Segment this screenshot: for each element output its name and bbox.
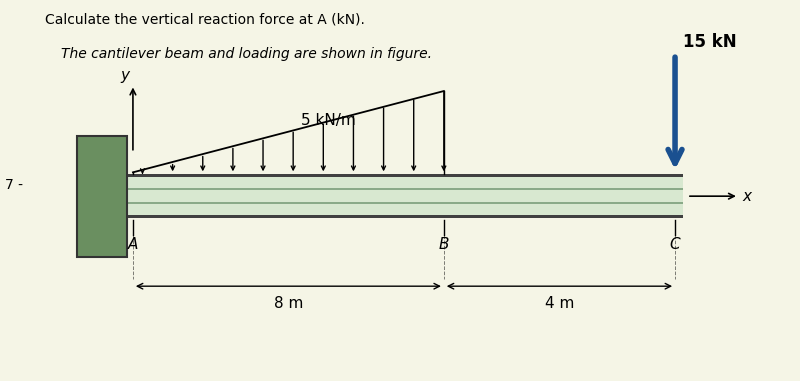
Bar bbox=[125, 205, 683, 215]
Bar bbox=[125, 177, 683, 188]
Text: The cantilever beam and loading are shown in figure.: The cantilever beam and loading are show… bbox=[61, 47, 432, 61]
Bar bbox=[77, 136, 126, 257]
Bar bbox=[125, 174, 683, 177]
Text: Calculate the vertical reaction force at A (kN).: Calculate the vertical reaction force at… bbox=[46, 13, 365, 27]
Text: y: y bbox=[121, 68, 130, 83]
Bar bbox=[125, 202, 683, 205]
Text: 4 m: 4 m bbox=[545, 296, 574, 311]
Text: B: B bbox=[438, 237, 449, 252]
Text: x: x bbox=[743, 189, 752, 204]
Text: 5 kN/m: 5 kN/m bbox=[301, 114, 356, 128]
Bar bbox=[125, 215, 683, 218]
Text: 15 kN: 15 kN bbox=[683, 32, 737, 51]
Bar bbox=[125, 190, 683, 202]
Text: 7 -: 7 - bbox=[6, 178, 23, 192]
Bar bbox=[125, 188, 683, 190]
Text: C: C bbox=[670, 237, 680, 252]
Text: 8 m: 8 m bbox=[274, 296, 303, 311]
Text: A: A bbox=[128, 237, 138, 252]
